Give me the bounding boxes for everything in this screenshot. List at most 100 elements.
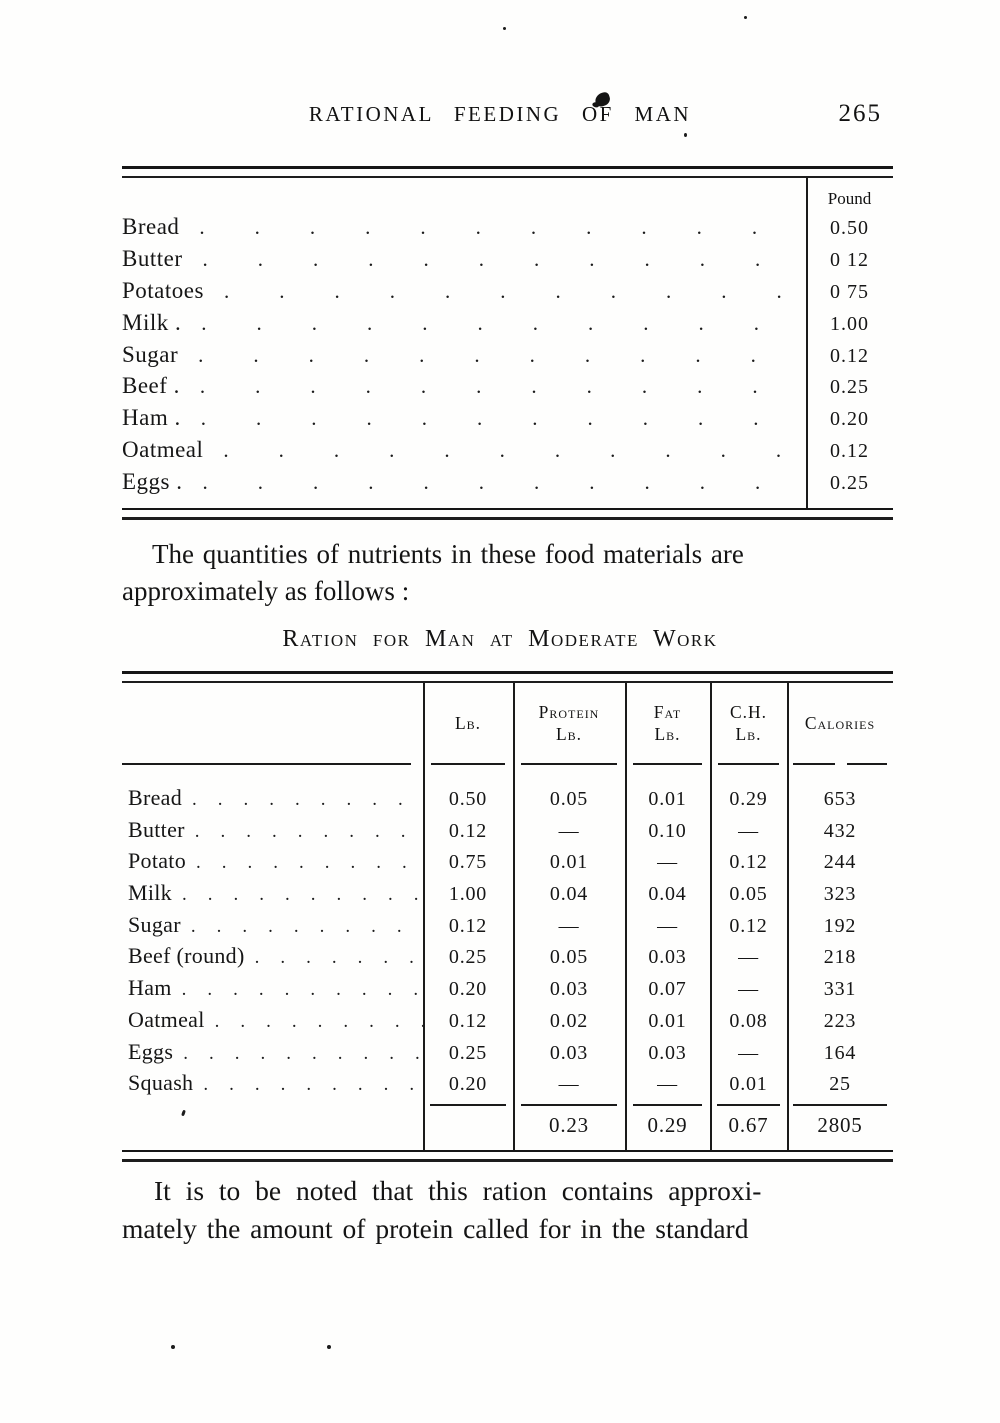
table-row: Butter.................... 0 12 [122,246,893,278]
scan-speck [744,16,747,19]
ch-value: — [738,978,759,1001]
column-divider [806,178,808,508]
fat-value: 0.07 [648,978,687,1001]
ch-value: 0.01 [729,1073,768,1096]
food-label: Butter [128,816,185,842]
leader-dots: .................... [182,884,423,906]
food-label: Oatmeal [128,1006,205,1032]
food-label: Sugar [128,911,181,937]
table-row: Oatmeal.................... 0.12 0.02 0.… [122,1007,893,1039]
lb-value: 1.00 [448,883,488,906]
double-rule-bottom [122,1150,893,1162]
calories-value: 218 [823,946,857,969]
header-cell-protein: Protein Lb. [513,701,625,745]
table-row: Potatoes.................... 0 75 [122,278,893,310]
food-label: Bread [122,214,180,239]
food-label: Oatmeal [122,437,204,463]
pound-value: 1.00 [830,312,869,335]
table-row: Beef ..................... 0.25 [122,373,893,405]
protein-value: — [558,914,580,937]
header-line: Lb. [735,724,762,744]
table-row: Butter.................... 0.12 — 0.10 —… [122,817,893,849]
pound-value: 0.25 [830,472,869,495]
totals-fat: 0.29 [647,1112,688,1137]
calories-value: 223 [823,1009,857,1032]
food-pounds-table: Pound Bread.................... 0.50 Butt… [122,166,893,520]
fat-value: 0.01 [648,1009,687,1032]
table-row: Sugar.................... 0.12 — — 0.12 … [122,912,893,944]
lb-value: 0.25 [448,1041,488,1064]
header-line: Protein [538,702,600,722]
table-row: Ham ..................... 0.20 [122,405,893,437]
protein-value: — [558,1073,580,1096]
leader-dots: .................... [223,278,806,303]
protein-value: 0.03 [549,978,589,1001]
table-row: Bread.................... 0.50 0.05 0.01… [122,785,893,817]
header-cell-ch: C.H. Lb. [710,701,787,745]
fat-value: 0.04 [648,883,687,906]
scan-speck [503,27,506,30]
pound-value: 0.12 [830,344,869,367]
pound-column-header: Pound [827,189,872,208]
leader-dots: .................... [202,246,807,271]
food-label: Potato [128,848,187,874]
food-label: Ham . [122,405,181,431]
leader-dots: .................... [214,1010,423,1032]
fat-value: — [657,1073,678,1096]
calories-value: 331 [823,978,857,1001]
fat-value: — [657,914,678,937]
pound-value: 0 12 [830,248,869,271]
food-label: Milk . [122,309,182,335]
intro-paragraph: The quantities of nutrients in these foo… [122,536,894,610]
calories-value: 164 [823,1041,857,1064]
lb-value: 0.12 [448,914,488,937]
lb-value: 0.75 [448,851,488,874]
lb-value: 0.20 [448,1073,488,1096]
food-label: Eggs . [122,469,183,495]
table-row: Beef (round).................... 0.25 0.… [122,943,893,975]
table-row: Milk.................... 1.00 0.04 0.04 … [122,880,893,912]
header-cell-fat: Fat Lb. [625,701,710,745]
lb-value: 0.25 [448,946,488,969]
leader-dots: .................... [201,310,806,335]
calories-value: 25 [829,1073,851,1096]
lb-value: 0.12 [448,1009,488,1032]
protein-value: 0.01 [549,851,589,874]
ch-value: 0.08 [729,1009,768,1032]
protein-value: — [558,819,580,842]
header-line: Lb. [654,724,681,744]
fat-value: 0.03 [648,1041,687,1064]
header-line: Fat [653,702,682,722]
leader-dots: .................... [223,438,806,463]
ch-value: 0.12 [729,851,768,874]
paragraph-line: It is to be noted that this ration conta… [154,1175,762,1206]
table-header-row: Lb. Protein Lb. Fat Lb. C.H. Lb. Calories [122,683,893,763]
ch-value: — [738,1041,759,1064]
leader-dots: .................... [199,215,806,239]
lb-value: 0.20 [448,978,488,1001]
header-underline [122,763,893,765]
leader-dots: .................... [202,470,807,495]
table-row: Bread.................... 0.50 [122,214,893,246]
leader-dots: .................... [203,1074,423,1096]
table-row: Squash.................... 0.20 — — 0.01… [122,1070,893,1102]
protein-value: 0.05 [549,788,589,810]
food-label: Ham [128,975,172,1001]
table-row: Milk ..................... 1.00 [122,310,893,342]
table-row: Oatmeal.................... 0.12 [122,437,893,469]
lb-value: 0.50 [448,788,488,810]
double-rule-bottom [122,508,893,520]
column-divider [513,683,515,1150]
paragraph-line: The quantities of nutrients in these foo… [152,539,744,569]
leader-dots: .................... [194,820,423,842]
scan-speck [684,133,687,137]
fat-value: 0.10 [648,819,687,842]
lb-value: 0.12 [448,819,488,842]
table-caption: Ration for Man at Moderate Work [282,626,718,652]
totals-rule [122,1103,893,1106]
food-label: Beef (round) [128,943,245,969]
page-number: 265 [838,100,882,127]
fat-value: 0.03 [648,946,687,969]
pound-value: 0.25 [830,376,869,399]
